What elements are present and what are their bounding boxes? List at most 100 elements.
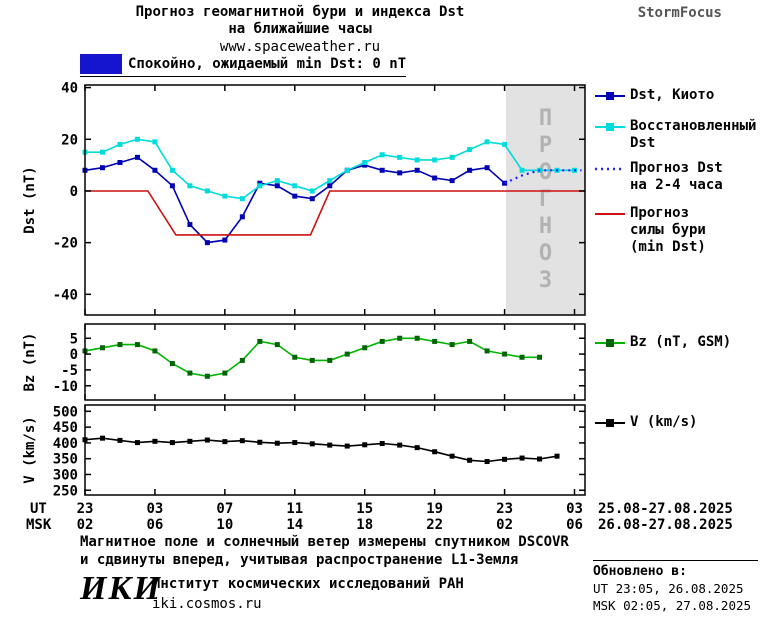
dscovr-note-line2: и сдвинуты вперед, учитывая распростране…	[80, 552, 519, 568]
series-marker	[187, 438, 193, 444]
series-marker	[274, 183, 280, 189]
y-tick-label: 20	[61, 132, 78, 148]
series-marker	[344, 167, 350, 173]
series-marker	[484, 139, 490, 145]
series-marker	[152, 167, 158, 173]
y-tick-label: 400	[53, 436, 78, 452]
series-marker	[379, 338, 385, 344]
series-marker	[257, 338, 263, 344]
y-tick-label: 250	[53, 483, 78, 499]
series-marker	[152, 438, 158, 444]
time-axis-label: 11	[286, 501, 303, 517]
series-marker	[257, 180, 263, 186]
series-line	[504, 169, 582, 185]
series-marker	[397, 154, 403, 160]
bz-chart: 50-5-10	[53, 323, 586, 401]
series-marker	[432, 449, 438, 455]
legend-forecast-dst-label-line2: на 2-4 часа	[630, 177, 723, 193]
series-line	[84, 156, 506, 244]
series-marker	[169, 361, 175, 367]
series-marker	[152, 348, 158, 354]
series-marker	[344, 443, 350, 449]
series-marker	[152, 139, 158, 145]
series-marker	[134, 136, 140, 142]
series-marker	[292, 183, 298, 189]
series-marker	[362, 160, 368, 166]
series-marker	[309, 196, 315, 202]
series-marker	[362, 442, 368, 448]
series-marker	[502, 141, 508, 147]
time-axis-label: 07	[216, 501, 233, 517]
series-marker	[537, 456, 543, 462]
dscovr-note-line1: Магнитное поле и солнечный ветер измерен…	[80, 534, 569, 550]
y-tick-label: 40	[61, 81, 78, 97]
forecast-region-label: Р	[539, 133, 552, 158]
series-marker	[222, 439, 228, 445]
y-tick-label: 0	[70, 347, 78, 363]
series-marker	[117, 342, 123, 348]
series-marker	[379, 167, 385, 173]
series-marker	[292, 440, 298, 446]
dst-kyoto-marker-icon	[595, 92, 625, 100]
y-tick-label: 0	[70, 184, 78, 200]
series-marker	[117, 160, 123, 166]
time-axis: UTMSK2302030607101114151819222302030625.…	[26, 501, 733, 533]
time-axis-label: 22	[426, 517, 443, 533]
series-marker	[187, 370, 193, 376]
series-marker	[467, 167, 473, 173]
quiet-status-swatch	[80, 54, 122, 74]
series-marker	[519, 455, 525, 461]
time-axis-label: 23	[496, 501, 513, 517]
series-marker	[467, 338, 473, 344]
legend-v-label: V (km/s)	[630, 414, 698, 430]
legend-forecast-dst-label-line1: Прогноз Dst	[630, 160, 723, 176]
series-marker	[344, 351, 350, 357]
series-marker	[519, 354, 525, 360]
series-marker	[432, 175, 438, 181]
series-marker	[99, 149, 105, 155]
page-title: Прогноз геомагнитной бури и индекса Dst	[135, 4, 465, 20]
series-marker	[99, 165, 105, 171]
series-line	[84, 437, 558, 463]
series-marker	[414, 335, 420, 341]
forecast-region	[505, 85, 585, 315]
institute-name: Институт космических исследований РАН	[152, 576, 464, 592]
quiet-status-legend: Спокойно, ожидаемый min Dst: 0 nT	[80, 54, 407, 77]
series-marker	[239, 438, 245, 444]
series-marker	[414, 167, 420, 173]
series-marker	[204, 437, 210, 443]
forecast-region-label: П	[539, 106, 552, 131]
updated-ut: UT 23:05, 26.08.2025	[593, 581, 744, 596]
y-tick-label: 500	[53, 404, 78, 420]
series-marker	[204, 188, 210, 194]
series-marker	[397, 442, 403, 448]
series-marker	[519, 167, 525, 173]
y-tick-label: -5	[61, 363, 78, 379]
series-marker	[292, 354, 298, 360]
series-marker	[117, 437, 123, 443]
series-marker	[222, 193, 228, 199]
time-axis-label: 02	[77, 517, 94, 533]
y-tick-label: 300	[53, 467, 78, 483]
series-marker	[204, 373, 210, 379]
y-tick-label: 350	[53, 452, 78, 468]
forecast-region-label: Н	[539, 214, 552, 239]
series-marker	[274, 440, 280, 446]
y-tick-label: -10	[53, 379, 78, 395]
series-marker	[117, 141, 123, 147]
forecast-region-label: О	[539, 241, 552, 266]
series-line	[85, 190, 585, 236]
updated-block: Обновлено в: UT 23:05, 26.08.2025 MSK 02…	[593, 560, 758, 613]
series-marker	[309, 188, 315, 194]
series-marker	[257, 439, 263, 445]
series-marker	[327, 183, 333, 189]
series-marker	[502, 180, 508, 186]
series-marker	[397, 170, 403, 176]
series-marker	[169, 167, 175, 173]
series-marker	[222, 237, 228, 243]
series-marker	[239, 357, 245, 363]
y-tick-label: -20	[53, 236, 78, 252]
y-tick-label: 450	[53, 420, 78, 436]
